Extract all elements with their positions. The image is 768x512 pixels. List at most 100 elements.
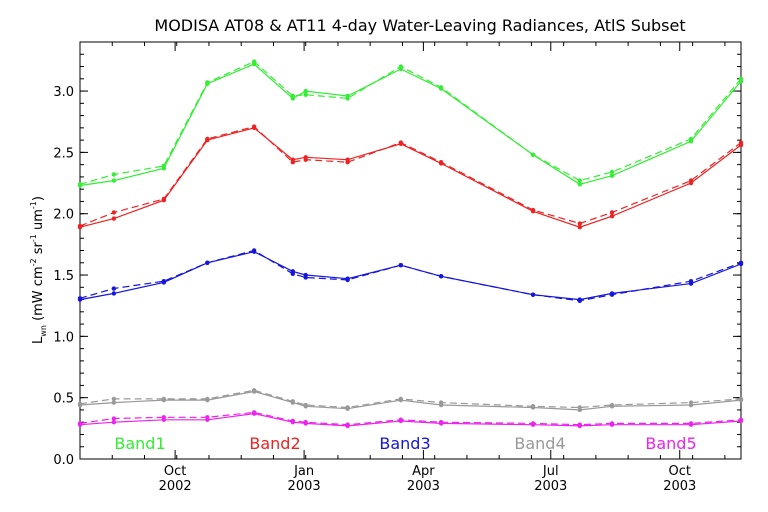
band1-at11-point <box>530 152 536 158</box>
x-tick-label-month: Apr <box>412 464 435 479</box>
band4-at11-point <box>303 402 308 408</box>
band4-at11-point <box>688 400 694 405</box>
band3-at11-point <box>609 292 615 297</box>
band3-at11-point <box>251 248 257 253</box>
band1-at11-point <box>161 163 167 169</box>
y-tick-label: 2.0 <box>53 208 74 223</box>
band5-at11-point <box>438 420 444 425</box>
band2-at11-point <box>111 210 117 215</box>
y-tick-label: 2.5 <box>53 146 74 161</box>
band4-at08-line <box>79 390 742 411</box>
y-tick-label: 1.5 <box>53 269 74 284</box>
band1-at11-point <box>577 178 582 183</box>
band1-at11-point <box>398 64 404 69</box>
y-axis-label-units-close: ) <box>31 196 46 201</box>
band3-at11-point <box>77 296 83 301</box>
plot-frame <box>79 41 742 460</box>
band1-at11-point <box>251 59 257 64</box>
band2-at11-point <box>345 159 350 165</box>
band2-at11-point <box>577 221 582 226</box>
band2-at11-point <box>77 223 83 229</box>
band2-at11-point <box>438 159 444 165</box>
band4-at11-point <box>530 404 536 409</box>
legend-item-band4: Band4 <box>514 434 565 453</box>
band2-at08-point <box>577 224 582 230</box>
band5-at11-point <box>530 421 536 426</box>
y-tick-label: 3.0 <box>53 85 74 100</box>
band3-at11-point <box>303 275 308 280</box>
legend-item-band2: Band2 <box>249 434 300 453</box>
y-axis-label-units-open: (mW cm <box>31 266 46 325</box>
band5-at11-point <box>205 415 210 420</box>
band1-at08-point <box>303 88 308 94</box>
band2-at08-point <box>609 213 615 219</box>
band3-at11-point <box>438 274 444 279</box>
band3-at11-point <box>345 277 350 283</box>
band5-at11-point <box>609 421 615 426</box>
band1-at11-line <box>79 60 742 185</box>
y-axis-label-main: L <box>31 336 46 344</box>
plot-area: 0.00.51.01.52.02.53.0Oct2002Jan2003Apr20… <box>53 41 744 494</box>
x-tick-label-month: Oct <box>668 464 690 479</box>
y-axis-label-sub: wn <box>39 325 48 337</box>
x-tick-label-year: 2003 <box>663 479 696 494</box>
y-tick-label: 1.0 <box>53 330 74 345</box>
band4-at11-point <box>290 399 296 404</box>
band1-at08-line <box>79 63 742 187</box>
y-tick-label: 0.0 <box>53 453 74 468</box>
x-tick-label-month: Oct <box>164 464 186 479</box>
y-axis-label-exp-a: -2 <box>29 258 38 266</box>
band3-at11-point <box>530 292 536 297</box>
band5-at11-point <box>111 416 117 421</box>
band2-at11-point <box>251 124 257 129</box>
band5-at11-point <box>161 415 167 420</box>
band1-at11-point <box>609 169 615 175</box>
band2-at11-point <box>303 157 308 162</box>
band2-at11-point <box>688 178 694 183</box>
band1-at11-point <box>738 76 744 81</box>
y-axis-label: Lwn (mW cm-2 sr-1 um-1) <box>29 196 48 344</box>
band1-at08-point <box>577 182 582 187</box>
band5-at11-point <box>303 420 308 425</box>
band5-at11-line <box>79 411 742 426</box>
y-axis-label-units-mid2: um <box>31 209 46 234</box>
band4-at11-point <box>345 405 350 410</box>
band5-at11-point <box>251 410 257 415</box>
band1-at11-point <box>290 93 296 99</box>
x-tick-label-year: 2003 <box>407 479 440 494</box>
band1-at08-point <box>609 173 615 178</box>
x-tick-label-month: Jan <box>293 464 314 479</box>
band2-at08-point <box>111 216 117 221</box>
band3-at08-point <box>111 291 117 296</box>
band4-at08-point <box>111 400 117 405</box>
band4-at11-point <box>398 396 404 402</box>
x-tick-label-year: 2002 <box>159 479 192 494</box>
band4-at11-point <box>161 396 167 402</box>
y-axis-label-exp-c: -1 <box>29 201 38 209</box>
x-tick-label-year: 2003 <box>534 479 567 494</box>
band5-at11-point <box>77 421 83 426</box>
band5-at11-point <box>577 422 582 427</box>
band3-at08-line <box>79 251 742 301</box>
band1-at11-point <box>688 136 694 142</box>
band1-at11-point <box>205 80 210 85</box>
band4-at11-point <box>738 396 744 402</box>
band4-at11-point <box>577 405 582 410</box>
legend-item-band3: Band3 <box>379 434 430 453</box>
band2-at11-point <box>609 210 615 215</box>
x-tick-label-year: 2003 <box>288 479 321 494</box>
band3-at11-point <box>398 263 404 268</box>
band5-at11-point <box>398 417 404 422</box>
y-axis-label-units-mid1: sr <box>31 242 46 259</box>
band4-at11-point <box>251 388 257 393</box>
band2-at11-point <box>738 140 744 145</box>
band2-at11-point <box>398 140 404 145</box>
band4-at11-point <box>77 401 83 407</box>
band1-at11-point <box>303 92 308 97</box>
band4-at11-point <box>111 396 117 402</box>
chart-title: MODISA AT08 & AT11 4-day Water-Leaving R… <box>154 16 685 35</box>
band3-at11-point <box>111 286 117 291</box>
band4-at11-point <box>438 400 444 405</box>
legend-item-band5: Band5 <box>645 434 696 453</box>
